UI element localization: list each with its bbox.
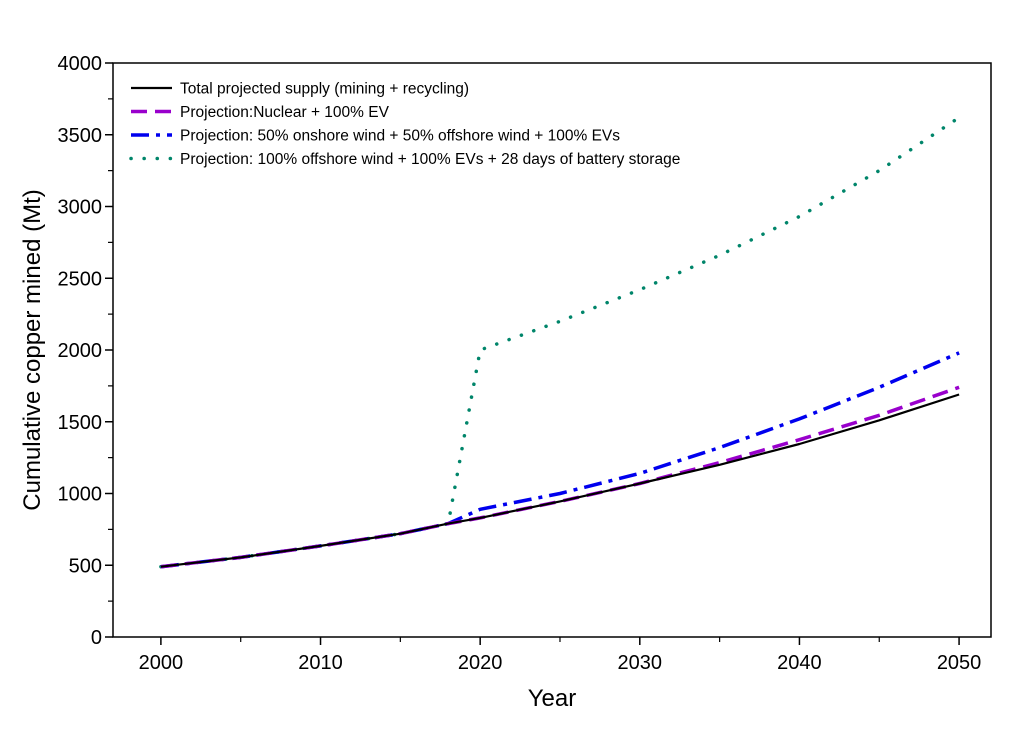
x-tick-label: 2020 bbox=[458, 652, 503, 674]
y-axis: 0 500 1000 1500 2000 2500 3000 3500 4000 bbox=[58, 53, 113, 649]
x-tick-label: 2050 bbox=[937, 652, 982, 674]
y-tick-label: 0 bbox=[91, 627, 102, 649]
series-line-2 bbox=[160, 385, 960, 569]
legend: Total projected supply (mining + recycli… bbox=[129, 81, 680, 168]
y-tick-label: 3000 bbox=[58, 197, 103, 219]
x-axis: 2000 2010 2020 2030 2040 2050 bbox=[139, 637, 982, 674]
legend-label-1: Total projected supply (mining + recycli… bbox=[180, 81, 469, 98]
y-tick-label: 1000 bbox=[58, 484, 103, 506]
plot-frame bbox=[112, 62, 992, 638]
y-tick-label: 4000 bbox=[58, 53, 103, 75]
series-layer bbox=[159, 115, 961, 569]
series-line-4 bbox=[159, 115, 961, 569]
x-tick-label: 2010 bbox=[298, 652, 343, 674]
legend-label-2: Projection:Nuclear + 100% EV bbox=[180, 104, 390, 121]
x-tick-label: 2030 bbox=[618, 652, 663, 674]
legend-label-3: Projection: 50% onshore wind + 50% offsh… bbox=[180, 128, 620, 145]
x-axis-title: Year bbox=[528, 685, 577, 712]
y-tick-label: 500 bbox=[69, 555, 102, 577]
series-line-1 bbox=[160, 393, 960, 568]
series-line-3 bbox=[160, 351, 960, 569]
y-axis-title: Cumulative copper mined (Mt) bbox=[19, 189, 46, 510]
legend-label-4: Projection: 100% offshore wind + 100% EV… bbox=[180, 151, 680, 168]
x-tick-label: 2040 bbox=[777, 652, 822, 674]
y-tick-label: 2500 bbox=[58, 268, 103, 290]
x-tick-label: 2000 bbox=[139, 652, 184, 674]
y-tick-label: 1500 bbox=[58, 412, 103, 434]
y-tick-label: 3500 bbox=[58, 125, 103, 147]
y-tick-label: 2000 bbox=[58, 340, 103, 362]
